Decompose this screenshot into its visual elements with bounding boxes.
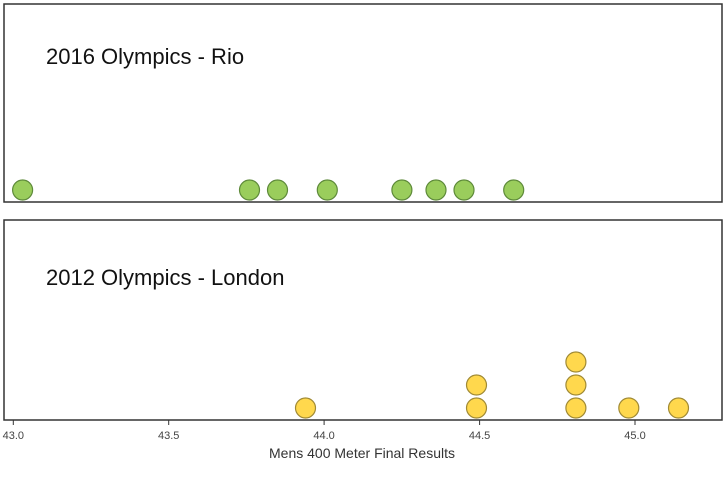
data-point-1-6 bbox=[618, 397, 640, 419]
panel-london-frame bbox=[3, 219, 723, 421]
x-tick-label-4: 45.0 bbox=[624, 430, 645, 442]
x-tick-label-3: 44.5 bbox=[469, 430, 490, 442]
data-point-1-0 bbox=[294, 397, 317, 419]
panel-rio-dots bbox=[12, 179, 525, 201]
data-point-1-1 bbox=[465, 397, 488, 419]
panel-london-dots bbox=[294, 351, 690, 419]
data-point-0-3 bbox=[316, 179, 338, 201]
data-point-1-3 bbox=[565, 397, 587, 419]
data-point-0-4 bbox=[391, 179, 413, 201]
panel-rio-frame bbox=[3, 3, 723, 203]
data-point-1-7 bbox=[667, 397, 690, 419]
x-axis: 43.0 43.5 44.0 44.5 45.0 bbox=[3, 420, 646, 442]
data-point-1-4 bbox=[565, 374, 587, 396]
data-point-0-1 bbox=[238, 179, 261, 201]
panel-rio: 2016 Olympics - Rio bbox=[3, 3, 723, 203]
data-point-1-2 bbox=[465, 374, 488, 396]
x-axis-title: Mens 400 Meter Final Results bbox=[269, 445, 455, 461]
data-point-0-2 bbox=[266, 179, 289, 201]
panel-london: 2012 Olympics - London bbox=[3, 219, 723, 421]
data-point-0-0 bbox=[12, 179, 34, 201]
x-tick-label-2: 44.0 bbox=[313, 430, 334, 442]
data-point-0-5 bbox=[425, 179, 447, 201]
data-point-0-6 bbox=[453, 179, 475, 201]
data-point-0-7 bbox=[503, 179, 525, 201]
data-point-1-5 bbox=[565, 351, 587, 373]
x-tick-label-0: 43.0 bbox=[3, 430, 24, 442]
panel-rio-title: 2016 Olympics - Rio bbox=[46, 44, 244, 69]
panel-london-title: 2012 Olympics - London bbox=[46, 265, 284, 290]
x-tick-label-1: 43.5 bbox=[158, 430, 179, 442]
